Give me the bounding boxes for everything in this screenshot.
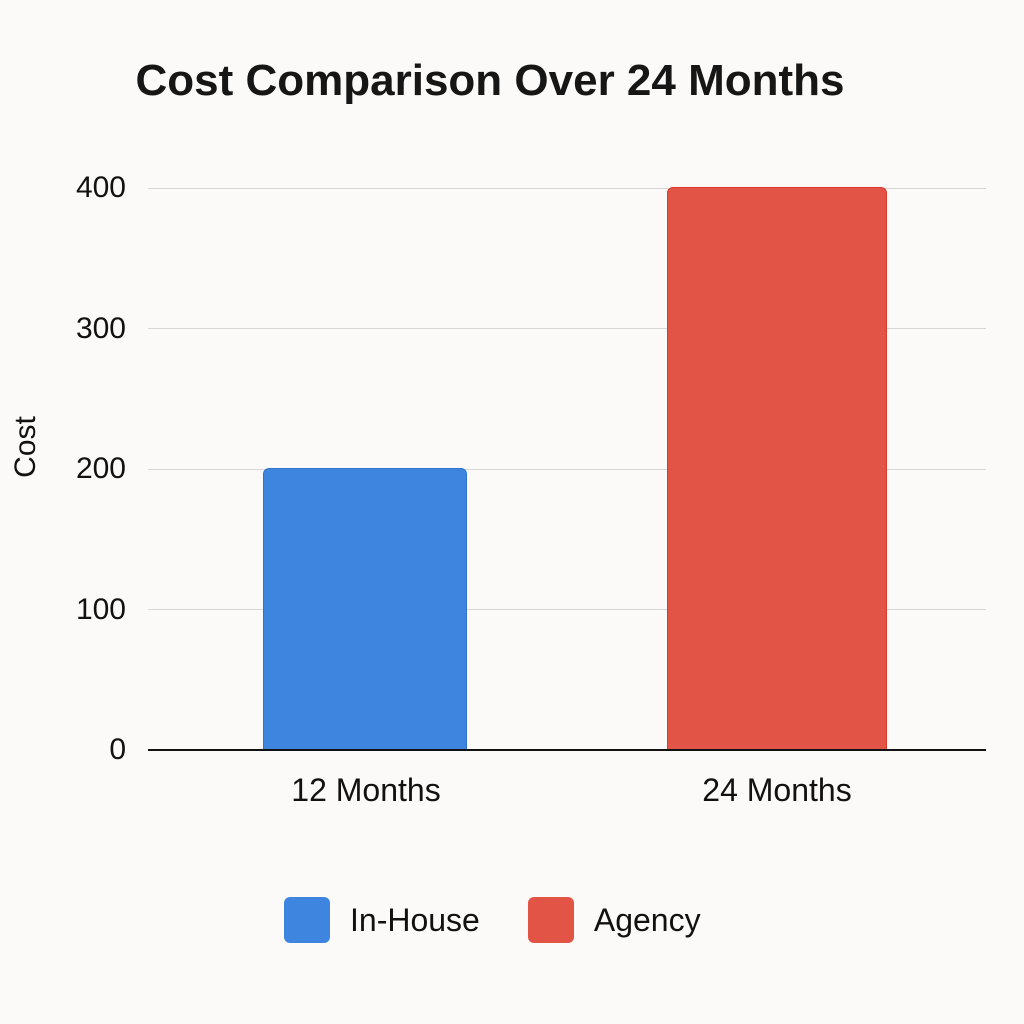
bar-in-house-12-months[interactable]	[263, 468, 467, 750]
gridline	[148, 188, 986, 189]
y-tick-100: 100	[75, 593, 126, 626]
bar-agency-24-months[interactable]	[667, 187, 887, 750]
legend-label: Agency	[593, 901, 701, 938]
legend: In-House Agency	[284, 897, 749, 943]
y-tick-400: 400	[75, 171, 126, 204]
y-tick-200: 200	[75, 452, 126, 485]
legend-swatch-in-house	[284, 897, 330, 943]
chart-title: Cost Comparison Over 24 Months	[135, 56, 845, 105]
legend-item-agency[interactable]: Agency	[527, 897, 701, 943]
x-tick-12-months: 12 Months	[291, 772, 441, 808]
gridline	[148, 609, 986, 610]
legend-label: In-House	[350, 901, 480, 938]
legend-item-in-house[interactable]: In-House	[284, 897, 480, 943]
y-tick-300: 300	[75, 312, 126, 345]
x-tick-24-months: 24 Months	[702, 772, 852, 808]
plot-area	[148, 187, 986, 751]
legend-swatch-agency	[527, 897, 574, 943]
gridline	[148, 328, 986, 329]
y-tick-0: 0	[109, 733, 126, 766]
gridline	[148, 469, 986, 470]
x-axis-line	[148, 749, 986, 751]
